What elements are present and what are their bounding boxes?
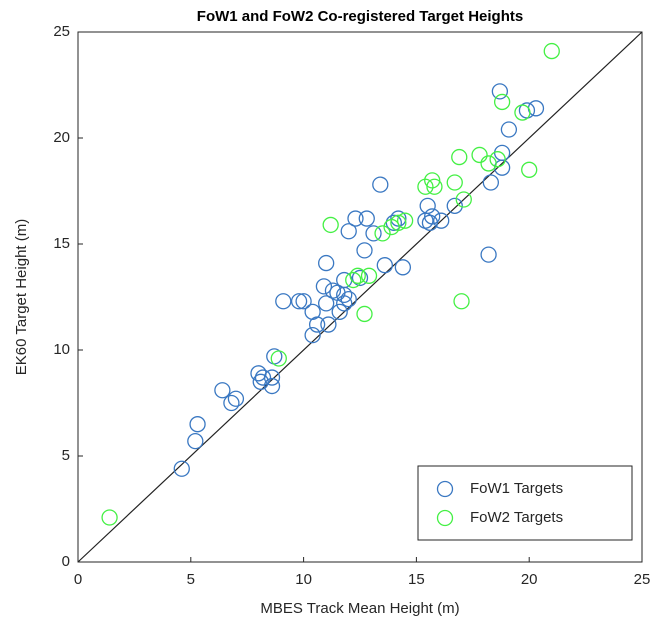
data-point bbox=[365, 225, 382, 242]
data-point bbox=[345, 271, 362, 289]
data-point bbox=[173, 460, 190, 477]
data-point bbox=[446, 197, 463, 214]
plot-frame bbox=[77, 31, 643, 563]
y-axis-label: EK60 Target Height (m) bbox=[13, 219, 30, 375]
data-point bbox=[340, 223, 357, 240]
data-point bbox=[270, 350, 287, 367]
legend-label: FoW2 Targets bbox=[470, 509, 563, 526]
data-point bbox=[295, 293, 312, 310]
data-point bbox=[308, 316, 326, 333]
data-point bbox=[340, 290, 357, 308]
data-point bbox=[424, 208, 441, 225]
data-point bbox=[521, 161, 538, 178]
data-point bbox=[514, 104, 531, 121]
data-point bbox=[426, 178, 443, 195]
data-point bbox=[252, 373, 269, 390]
data-point bbox=[482, 174, 499, 191]
data-point bbox=[480, 246, 497, 263]
data-point bbox=[336, 271, 353, 289]
data-point bbox=[250, 365, 267, 382]
data-point bbox=[374, 225, 391, 242]
data-point bbox=[187, 433, 204, 450]
data-point bbox=[318, 295, 335, 312]
data-point bbox=[480, 155, 497, 172]
data-point bbox=[275, 293, 292, 310]
x-tick-label: 25 bbox=[634, 571, 651, 588]
x-tick-label: 5 bbox=[187, 571, 195, 588]
x-axis-label: MBES Track Mean Height (m) bbox=[260, 600, 459, 617]
data-point bbox=[451, 148, 468, 166]
data-point bbox=[446, 174, 463, 191]
data-point bbox=[424, 172, 441, 189]
data-point bbox=[318, 254, 335, 272]
x-tick-label: 20 bbox=[521, 571, 538, 588]
y-tick-label: 0 bbox=[62, 553, 70, 570]
legend-marker bbox=[436, 480, 454, 498]
data-point bbox=[360, 267, 378, 284]
data-point bbox=[351, 269, 369, 287]
data-point bbox=[433, 212, 450, 229]
data-point bbox=[419, 197, 436, 214]
data-point bbox=[336, 295, 353, 312]
x-tick-label: 15 bbox=[408, 571, 425, 588]
data-point bbox=[315, 278, 333, 295]
x-tick-label: 0 bbox=[74, 571, 82, 588]
data-point bbox=[455, 191, 472, 208]
data-point bbox=[347, 210, 364, 227]
y-tick-label: 15 bbox=[53, 235, 70, 252]
data-point bbox=[290, 293, 308, 310]
data-point bbox=[322, 216, 339, 234]
y-tick-label: 5 bbox=[62, 447, 70, 464]
data-point bbox=[394, 259, 412, 276]
legend-label: FoW1 Targets bbox=[470, 480, 563, 497]
data-point bbox=[349, 267, 366, 284]
y-tick-label: 20 bbox=[53, 129, 70, 146]
identity-line bbox=[77, 31, 643, 563]
data-point bbox=[227, 390, 245, 407]
x-tick-label: 10 bbox=[295, 571, 312, 588]
data-point bbox=[356, 242, 373, 259]
data-point bbox=[390, 214, 407, 231]
data-point bbox=[385, 214, 402, 231]
data-point bbox=[491, 83, 509, 100]
legend-marker bbox=[436, 509, 454, 527]
data-point bbox=[372, 176, 389, 193]
data-point bbox=[376, 257, 393, 274]
data-point bbox=[189, 416, 206, 433]
data-point bbox=[263, 377, 281, 395]
data-point bbox=[101, 509, 118, 526]
data-point bbox=[331, 303, 348, 320]
data-point bbox=[453, 293, 470, 310]
data-point bbox=[214, 382, 231, 399]
data-point bbox=[358, 210, 375, 227]
data-point bbox=[254, 369, 272, 386]
data-point bbox=[263, 369, 281, 386]
data-point bbox=[471, 146, 488, 164]
data-point bbox=[527, 100, 545, 117]
legend-box bbox=[417, 465, 633, 541]
data-point bbox=[356, 305, 373, 323]
chart-title: FoW1 and FoW2 Co-registered Target Heigh… bbox=[197, 8, 523, 25]
data-point bbox=[390, 210, 407, 227]
data-point bbox=[320, 316, 337, 333]
y-tick-label: 25 bbox=[53, 23, 70, 40]
data-point bbox=[421, 214, 439, 231]
data-point bbox=[396, 212, 414, 229]
data-point bbox=[223, 394, 240, 412]
data-point bbox=[489, 151, 506, 168]
y-tick-label: 10 bbox=[53, 341, 70, 358]
data-point bbox=[304, 327, 321, 344]
data-point bbox=[500, 121, 518, 138]
data-point bbox=[493, 93, 511, 111]
data-point bbox=[543, 42, 560, 60]
